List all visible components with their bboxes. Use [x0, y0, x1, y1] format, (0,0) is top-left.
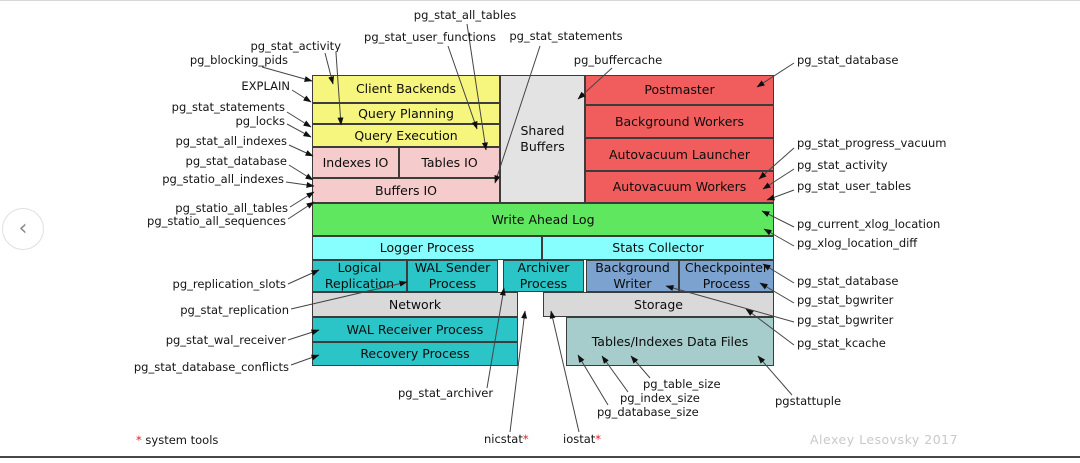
block-wal-receiver-process: WAL Receiver Process: [312, 317, 518, 342]
label-pg-stat-statements-top: pg_stat_statements: [509, 29, 623, 43]
block-buffers-io: Buffers IO: [312, 178, 500, 203]
label-pg-locks: pg_locks: [235, 114, 285, 128]
block-stats-collector: Stats Collector: [542, 236, 774, 260]
footnote-text: system tools: [145, 433, 219, 447]
block-autovacuum-workers: Autovacuum Workers: [585, 171, 774, 203]
block-checkpointer-process: Checkpointer Process: [679, 260, 774, 292]
label-pgstattuple: pgstattuple: [775, 394, 842, 408]
label-pg-replication-slots: pg_replication_slots: [172, 277, 286, 291]
block-tables-indexes-data-files: Tables/Indexes Data Files: [566, 317, 774, 366]
nicstat-asterisk: *: [522, 432, 529, 446]
label-pg-stat-kcache: pg_stat_kcache: [797, 336, 886, 350]
block-network: Network: [312, 292, 518, 317]
label-pg-stat-activity-top: pg_stat_activity: [250, 39, 341, 53]
label-pg-stat-replication: pg_stat_replication: [180, 303, 289, 317]
block-logical-replication: Logical Replication: [312, 260, 407, 292]
label-pg-xlog-location-diff: pg_xlog_location_diff: [797, 236, 918, 250]
label-pg-stat-database-right-mid: pg_stat_database: [797, 274, 899, 288]
label-pg-stat-wal-receiver: pg_stat_wal_receiver: [165, 333, 286, 347]
label-pg-buffercache: pg_buffercache: [573, 53, 663, 67]
iostat-asterisk: *: [595, 432, 602, 446]
label-pg-stat-user-functions: pg_stat_user_functions: [364, 30, 496, 44]
footnote-system-tools: * system tools: [136, 433, 218, 447]
label-nicstat: nicstat*: [484, 433, 529, 446]
label-pg-statio-all-tables: pg_statio_all_tables: [175, 201, 288, 215]
label-pg-table-size: pg_table_size: [643, 377, 721, 391]
label-pg-current-xlog-location: pg_current_xlog_location: [797, 217, 941, 231]
bottom-border-line: [0, 456, 1080, 458]
block-recovery-process: Recovery Process: [312, 342, 518, 366]
label-pg-stat-user-tables: pg_stat_user_tables: [797, 179, 912, 193]
block-client-backends: Client Backends: [312, 75, 500, 103]
block-postmaster: Postmaster: [585, 75, 774, 105]
block-wal-sender-process: WAL Sender Process: [407, 260, 498, 292]
label-pg-index-size: pg_index_size: [620, 391, 700, 405]
block-background-workers: Background Workers: [585, 105, 774, 138]
block-shared-buffers: Shared Buffers: [500, 75, 585, 203]
author-credit: Alexey Lesovsky 2017: [810, 432, 959, 447]
label-pg-stat-database-right-top: pg_stat_database: [797, 53, 899, 67]
nicstat-text: nicstat: [484, 432, 523, 446]
block-indexes-io: Indexes IO: [312, 147, 399, 178]
label-pg-blocking-pids: pg_blocking_pids: [189, 53, 288, 67]
block-logger-process: Logger Process: [312, 236, 542, 260]
label-pg-stat-database-conflicts: pg_stat_database_conflicts: [133, 360, 289, 374]
label-pg-stat-progress-vacuum: pg_stat_progress_vacuum: [797, 136, 947, 150]
label-iostat: iostat*: [563, 433, 601, 446]
label-pg-statio-all-indexes: pg_statio_all_indexes: [162, 172, 284, 186]
iostat-text: iostat: [563, 432, 596, 446]
label-pg-stat-archiver: pg_stat_archiver: [398, 386, 494, 400]
footnote-asterisk: *: [136, 433, 142, 447]
block-background-writer: Background Writer: [586, 260, 679, 292]
label-pg-statio-all-sequences: pg_statio_all_sequences: [147, 214, 286, 228]
block-archiver-process: Archiver Process: [503, 260, 584, 292]
block-query-planning: Query Planning: [312, 103, 500, 124]
block-write-ahead-log: Write Ahead Log: [312, 203, 774, 236]
block-query-execution: Query Execution: [312, 124, 500, 147]
chevron-left-icon: ‹: [18, 216, 28, 241]
label-pg-database-size: pg_database_size: [597, 405, 699, 419]
label-pg-stat-statements-left: pg_stat_statements: [171, 100, 285, 114]
block-storage: Storage: [543, 292, 774, 317]
label-pg-stat-bgwriter-2: pg_stat_bgwriter: [797, 313, 894, 327]
label-pg-stat-database-left: pg_stat_database: [185, 154, 287, 168]
block-tables-io: Tables IO: [399, 147, 500, 178]
block-autovacuum-launcher: Autovacuum Launcher: [585, 138, 774, 171]
previous-slide-button[interactable]: ‹: [2, 208, 44, 250]
label-pg-stat-activity-right: pg_stat_activity: [797, 158, 888, 172]
top-border-line: [0, 0, 1080, 1]
label-pg-stat-bgwriter-1: pg_stat_bgwriter: [797, 293, 894, 307]
label-pg-stat-all-tables: pg_stat_all_tables: [413, 8, 517, 22]
label-pg-stat-all-indexes: pg_stat_all_indexes: [175, 134, 287, 148]
label-explain: EXPLAIN: [241, 79, 290, 93]
